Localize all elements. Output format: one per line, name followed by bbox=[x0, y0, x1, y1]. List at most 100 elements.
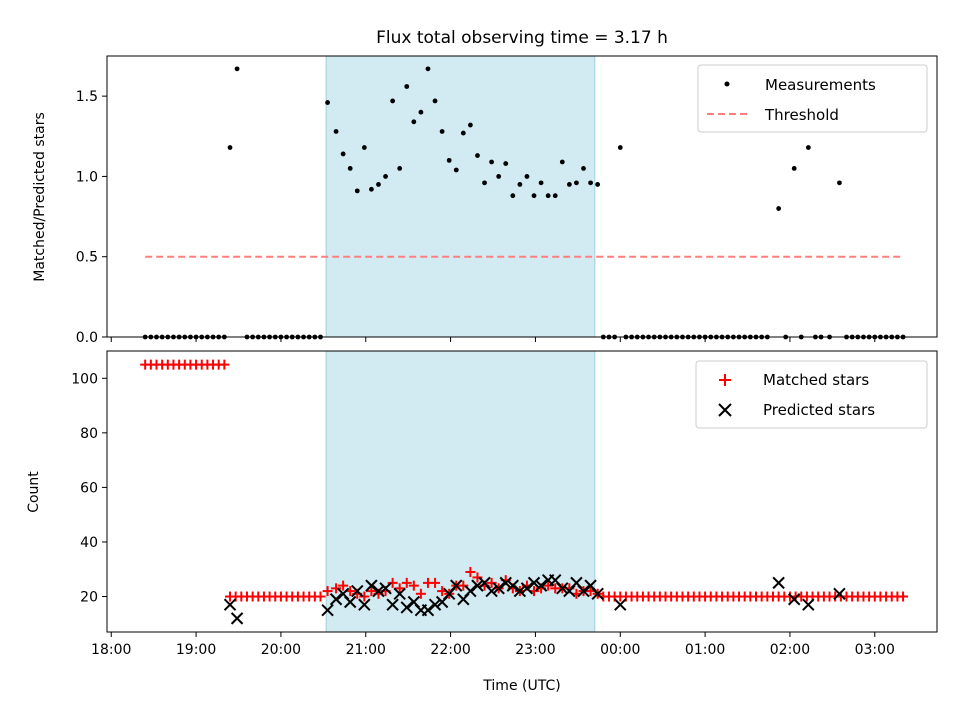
predicted-star-point bbox=[393, 587, 406, 601]
measurement-point bbox=[376, 182, 381, 187]
x-tick-label: 00:00 bbox=[600, 642, 640, 658]
matched-star-point bbox=[315, 591, 326, 602]
matched-star-point bbox=[472, 572, 483, 583]
x-tick-label: 23:00 bbox=[515, 642, 555, 658]
predicted-star-point bbox=[485, 584, 498, 598]
top-axes-frame bbox=[106, 55, 938, 338]
predicted-star-point bbox=[513, 584, 527, 598]
measurement-point bbox=[595, 182, 601, 187]
predicted-star-point bbox=[577, 584, 590, 598]
predicted-star-point bbox=[386, 598, 399, 611]
predicted-star-point bbox=[351, 584, 364, 598]
top-x-ticks bbox=[110, 337, 876, 342]
matched-star-point bbox=[331, 583, 342, 594]
measurement-point bbox=[489, 159, 494, 165]
legend-measurements-marker bbox=[724, 81, 730, 87]
matched-star-point bbox=[408, 580, 419, 591]
predicted-star-point bbox=[321, 603, 334, 617]
predicted-star-point bbox=[802, 598, 815, 611]
matched-star-point bbox=[322, 586, 333, 597]
measurement-point bbox=[227, 145, 233, 150]
measurement-point bbox=[552, 193, 558, 199]
y-tick-label: 0.5 bbox=[76, 250, 98, 266]
measurement-point bbox=[446, 157, 452, 163]
predicted-star-point bbox=[591, 587, 604, 601]
x-tick-label: 18:00 bbox=[91, 642, 131, 658]
predicted-star-point bbox=[787, 593, 801, 606]
measurement-point bbox=[538, 180, 544, 186]
predicted-star-point bbox=[379, 582, 392, 595]
predicted-star-point bbox=[372, 584, 385, 598]
measurement-point bbox=[531, 193, 537, 199]
predicted-star-point bbox=[527, 576, 541, 590]
matched-star-point bbox=[219, 359, 230, 370]
measurement-point bbox=[432, 98, 438, 104]
predicted-star-point bbox=[506, 579, 520, 592]
matched-star-point bbox=[465, 566, 476, 577]
x-axis-label: Time (UTC) bbox=[482, 678, 560, 694]
y-tick-label: 1.0 bbox=[76, 169, 98, 185]
predicted-star-point bbox=[499, 576, 512, 590]
predicted-star-point bbox=[471, 579, 484, 592]
measurement-point bbox=[418, 109, 424, 115]
predicted-star-point bbox=[230, 612, 244, 625]
predicted-star-point bbox=[421, 603, 435, 617]
top-legend: Measurements Threshold bbox=[697, 64, 928, 133]
measurement-point bbox=[588, 180, 593, 186]
predicted-star-point bbox=[343, 595, 357, 609]
measurements-points bbox=[142, 66, 906, 340]
predicted-star-point bbox=[365, 579, 378, 592]
bottom-legend: Matched stars Predicted stars bbox=[695, 360, 928, 429]
predicted-star-point bbox=[329, 593, 343, 606]
measurement-point bbox=[411, 119, 417, 125]
matched-star-point bbox=[458, 580, 469, 591]
measurement-point bbox=[503, 161, 509, 166]
bottom-legend-box bbox=[695, 360, 928, 429]
y-tick-label: 1.5 bbox=[76, 89, 98, 105]
measurement-point bbox=[482, 180, 487, 186]
matched-star-point bbox=[898, 591, 909, 602]
top-legend-box bbox=[697, 64, 928, 133]
x-tick-label: 03:00 bbox=[855, 642, 895, 658]
predicted-star-point bbox=[833, 587, 846, 601]
matched-star-point bbox=[430, 577, 441, 588]
measurement-point bbox=[467, 122, 473, 128]
measurement-point bbox=[361, 145, 367, 150]
matched-star-point bbox=[415, 588, 426, 599]
y-tick-label: 0.0 bbox=[76, 330, 98, 346]
legend-predicted-label: Predicted stars bbox=[763, 401, 875, 419]
predicted-star-point bbox=[772, 576, 785, 590]
legend-predicted-marker bbox=[718, 403, 732, 417]
matched-star-point bbox=[401, 577, 412, 588]
predicted-star-point bbox=[614, 598, 627, 611]
measurement-point bbox=[574, 180, 579, 186]
measurement-point bbox=[496, 174, 502, 179]
measurement-point bbox=[791, 166, 797, 171]
measurement-point bbox=[347, 166, 353, 171]
matched-star-point bbox=[338, 580, 349, 591]
y-tick-label: 100 bbox=[71, 371, 98, 387]
measurement-point bbox=[404, 84, 410, 89]
measurement-point bbox=[559, 159, 565, 165]
measurement-point bbox=[545, 193, 551, 199]
measurement-point bbox=[325, 100, 330, 105]
matched-star-point bbox=[359, 591, 370, 602]
bottom-axes-frame bbox=[106, 350, 938, 633]
measurement-point bbox=[333, 129, 339, 134]
predicted-star-point bbox=[450, 579, 463, 592]
legend-measurements-label: Measurements bbox=[765, 76, 876, 94]
measurement-point bbox=[805, 145, 811, 150]
measurement-point bbox=[617, 145, 623, 150]
matched-star-point bbox=[366, 586, 377, 597]
legend-matched-marker bbox=[719, 374, 731, 386]
top-y-ticks: 0.0 0.5 1.0 1.5 bbox=[76, 89, 107, 346]
measurement-point bbox=[340, 151, 346, 157]
measurement-point bbox=[517, 182, 523, 187]
measurement-point bbox=[581, 166, 586, 171]
x-tick-label: 22:00 bbox=[430, 642, 470, 658]
matched-star-point bbox=[486, 577, 497, 588]
y-tick-label: 80 bbox=[80, 426, 98, 442]
y-tick-label: 40 bbox=[80, 535, 98, 551]
